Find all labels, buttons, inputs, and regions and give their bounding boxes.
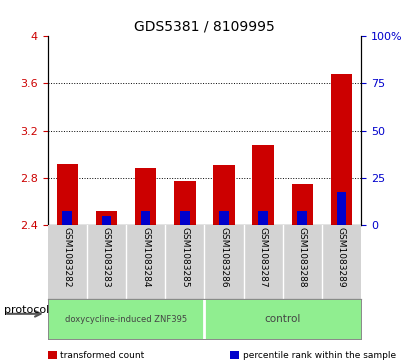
Bar	[219, 211, 229, 225]
Bar	[63, 211, 72, 225]
Text: control: control	[264, 314, 301, 325]
Text: GSM1083283: GSM1083283	[102, 227, 111, 288]
Bar	[135, 168, 156, 225]
Bar	[96, 211, 117, 225]
Bar	[337, 192, 346, 225]
Bar	[298, 211, 307, 225]
Text: GSM1083285: GSM1083285	[180, 227, 189, 288]
Text: protocol: protocol	[4, 305, 49, 315]
Text: GSM1083286: GSM1083286	[220, 227, 229, 288]
Title: GDS5381 / 8109995: GDS5381 / 8109995	[134, 20, 275, 34]
Bar	[141, 211, 151, 225]
Text: GSM1083288: GSM1083288	[298, 227, 307, 288]
Bar	[291, 184, 313, 225]
Bar	[102, 216, 111, 225]
Text: percentile rank within the sample: percentile rank within the sample	[243, 351, 396, 360]
Bar	[331, 74, 352, 225]
Bar	[56, 164, 78, 225]
Text: GSM1083284: GSM1083284	[141, 227, 150, 288]
Bar	[258, 211, 268, 225]
Bar	[180, 211, 190, 225]
Text: transformed count: transformed count	[60, 351, 144, 360]
Text: GSM1083289: GSM1083289	[337, 227, 346, 288]
Text: GSM1083287: GSM1083287	[259, 227, 268, 288]
Text: GSM1083282: GSM1083282	[63, 227, 72, 288]
Bar	[213, 165, 235, 225]
Bar	[252, 145, 274, 225]
Text: doxycycline-induced ZNF395: doxycycline-induced ZNF395	[65, 315, 187, 324]
Bar	[174, 182, 195, 225]
